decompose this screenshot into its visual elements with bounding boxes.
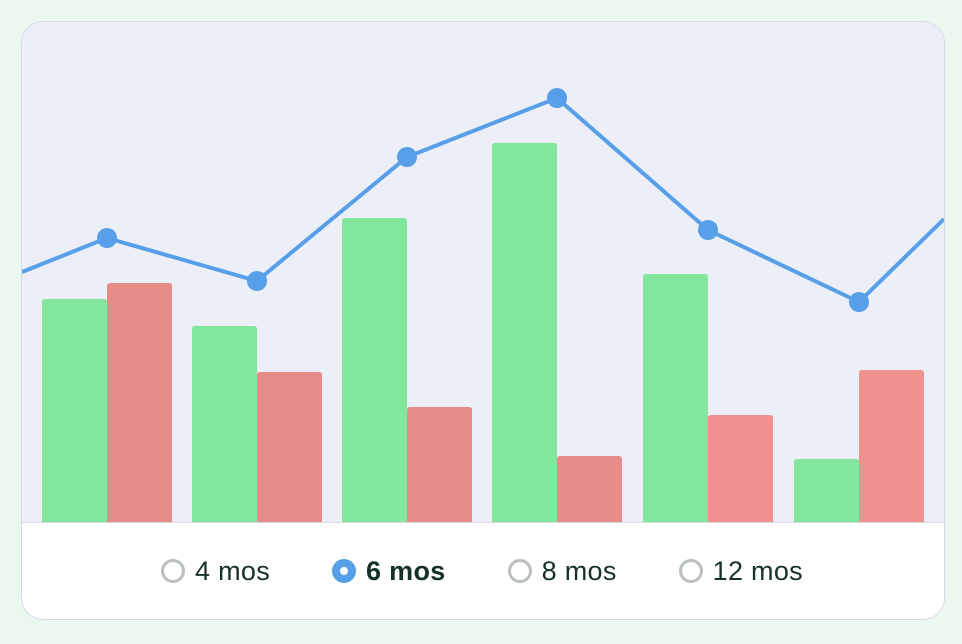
range-selector-footer: 4 mos 6 mos 8 mos 12 mos (22, 523, 944, 619)
radio-label: 12 mos (712, 555, 803, 586)
range-radio-group: 4 mos 6 mos 8 mos 12 mos (161, 556, 803, 587)
bar-red (257, 372, 322, 522)
line-point-marker[interactable] (397, 147, 417, 167)
radio-circle-icon[interactable] (678, 559, 703, 583)
bar-red (407, 407, 472, 522)
bar-green (342, 218, 407, 522)
chart-card: 4 mos 6 mos 8 mos 12 mos (21, 21, 945, 620)
bar-red (557, 456, 622, 522)
chart-plot-area (22, 22, 944, 523)
radio-12-mos[interactable]: 12 mos (678, 555, 803, 587)
radio-circle-icon[interactable] (161, 559, 186, 583)
bar-red (107, 283, 172, 522)
radio-circle-icon[interactable] (332, 559, 357, 583)
combo-chart (22, 88, 944, 522)
bar-green (192, 326, 257, 522)
bar-green (794, 459, 859, 522)
line-point-marker[interactable] (849, 292, 869, 312)
bar-green (643, 274, 708, 522)
bar-red (708, 415, 773, 522)
line-point-marker[interactable] (247, 271, 267, 291)
line-point-marker[interactable] (97, 228, 117, 248)
radio-label: 4 mos (195, 555, 271, 586)
bar-green (492, 143, 557, 522)
bar-red (859, 370, 924, 522)
radio-6-mos[interactable]: 6 mos (332, 556, 446, 587)
radio-label: 6 mos (366, 555, 446, 586)
line-point-marker[interactable] (698, 220, 718, 240)
radio-4-mos[interactable]: 4 mos (161, 556, 270, 587)
radio-label: 8 mos (541, 555, 617, 586)
bar-green (42, 299, 107, 522)
radio-circle-icon[interactable] (507, 559, 532, 583)
trend-line (22, 96, 944, 304)
radio-8-mos[interactable]: 8 mos (507, 555, 617, 587)
line-point-marker[interactable] (547, 88, 567, 108)
